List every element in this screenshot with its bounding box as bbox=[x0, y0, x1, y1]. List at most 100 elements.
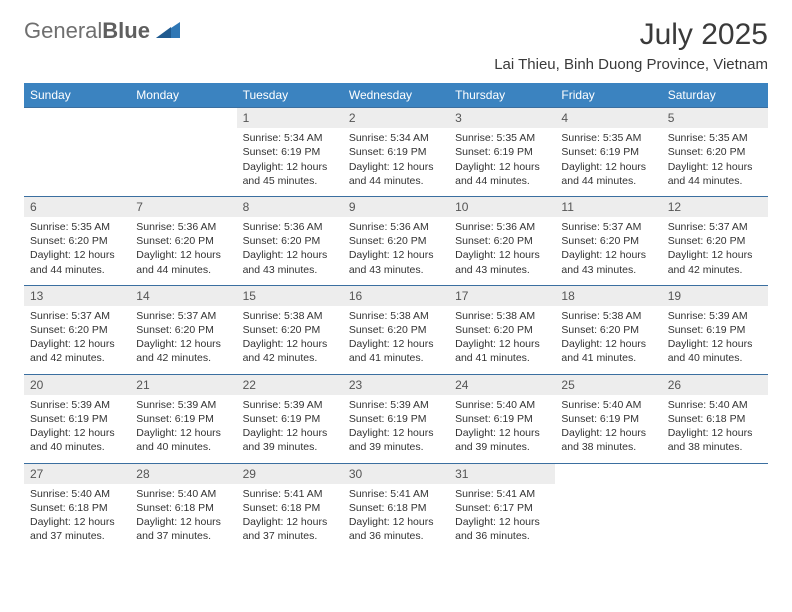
calendar-day-cell: 12Sunrise: 5:37 AMSunset: 6:20 PMDayligh… bbox=[662, 196, 768, 285]
daylight-line: Daylight: 12 hours and 44 minutes. bbox=[455, 160, 549, 188]
calendar-week-row: 13Sunrise: 5:37 AMSunset: 6:20 PMDayligh… bbox=[24, 285, 768, 374]
brand-triangle-icon bbox=[156, 20, 180, 43]
sunrise-line: Sunrise: 5:41 AM bbox=[455, 487, 549, 501]
sunrise-line: Sunrise: 5:39 AM bbox=[349, 398, 443, 412]
day-body: Sunrise: 5:37 AMSunset: 6:20 PMDaylight:… bbox=[555, 217, 661, 285]
sunrise-line: Sunrise: 5:40 AM bbox=[455, 398, 549, 412]
brand-logo: GeneralBlue bbox=[24, 18, 180, 44]
day-number: 3 bbox=[449, 108, 555, 128]
day-number: 4 bbox=[555, 108, 661, 128]
day-body: Sunrise: 5:36 AMSunset: 6:20 PMDaylight:… bbox=[343, 217, 449, 285]
daylight-line: Daylight: 12 hours and 38 minutes. bbox=[561, 426, 655, 454]
sunset-line: Sunset: 6:18 PM bbox=[349, 501, 443, 515]
daylight-line: Daylight: 12 hours and 40 minutes. bbox=[136, 426, 230, 454]
daylight-line: Daylight: 12 hours and 42 minutes. bbox=[668, 248, 762, 276]
daylight-line: Daylight: 12 hours and 43 minutes. bbox=[561, 248, 655, 276]
day-number: 18 bbox=[555, 286, 661, 306]
sunrise-line: Sunrise: 5:38 AM bbox=[455, 309, 549, 323]
sunrise-line: Sunrise: 5:36 AM bbox=[349, 220, 443, 234]
day-body: Sunrise: 5:35 AMSunset: 6:20 PMDaylight:… bbox=[662, 128, 768, 196]
day-number: 1 bbox=[237, 108, 343, 128]
day-body: Sunrise: 5:36 AMSunset: 6:20 PMDaylight:… bbox=[130, 217, 236, 285]
sunset-line: Sunset: 6:19 PM bbox=[455, 145, 549, 159]
sunset-line: Sunset: 6:20 PM bbox=[243, 234, 337, 248]
sunrise-line: Sunrise: 5:40 AM bbox=[136, 487, 230, 501]
daylight-line: Daylight: 12 hours and 44 minutes. bbox=[668, 160, 762, 188]
day-number: 21 bbox=[130, 375, 236, 395]
sunrise-line: Sunrise: 5:35 AM bbox=[668, 131, 762, 145]
calendar-day-cell: 30Sunrise: 5:41 AMSunset: 6:18 PMDayligh… bbox=[343, 463, 449, 551]
calendar-day-cell: 22Sunrise: 5:39 AMSunset: 6:19 PMDayligh… bbox=[237, 374, 343, 463]
day-body: Sunrise: 5:36 AMSunset: 6:20 PMDaylight:… bbox=[449, 217, 555, 285]
calendar-week-row: 27Sunrise: 5:40 AMSunset: 6:18 PMDayligh… bbox=[24, 463, 768, 551]
calendar-body: 1Sunrise: 5:34 AMSunset: 6:19 PMDaylight… bbox=[24, 108, 768, 552]
calendar-table: SundayMondayTuesdayWednesdayThursdayFrid… bbox=[24, 83, 768, 551]
calendar-day-cell: 19Sunrise: 5:39 AMSunset: 6:19 PMDayligh… bbox=[662, 285, 768, 374]
sunset-line: Sunset: 6:20 PM bbox=[136, 323, 230, 337]
calendar-week-row: 1Sunrise: 5:34 AMSunset: 6:19 PMDaylight… bbox=[24, 108, 768, 197]
day-number: 5 bbox=[662, 108, 768, 128]
calendar-week-row: 20Sunrise: 5:39 AMSunset: 6:19 PMDayligh… bbox=[24, 374, 768, 463]
calendar-day-cell: 11Sunrise: 5:37 AMSunset: 6:20 PMDayligh… bbox=[555, 196, 661, 285]
sunrise-line: Sunrise: 5:38 AM bbox=[561, 309, 655, 323]
sunset-line: Sunset: 6:20 PM bbox=[668, 234, 762, 248]
sunset-line: Sunset: 6:20 PM bbox=[668, 145, 762, 159]
day-number: 16 bbox=[343, 286, 449, 306]
sunset-line: Sunset: 6:20 PM bbox=[455, 323, 549, 337]
day-number: 13 bbox=[24, 286, 130, 306]
day-body: Sunrise: 5:39 AMSunset: 6:19 PMDaylight:… bbox=[24, 395, 130, 463]
daylight-line: Daylight: 12 hours and 37 minutes. bbox=[30, 515, 124, 543]
sunset-line: Sunset: 6:19 PM bbox=[349, 145, 443, 159]
day-body: Sunrise: 5:39 AMSunset: 6:19 PMDaylight:… bbox=[662, 306, 768, 374]
sunset-line: Sunset: 6:20 PM bbox=[349, 323, 443, 337]
day-number: 8 bbox=[237, 197, 343, 217]
daylight-line: Daylight: 12 hours and 39 minutes. bbox=[349, 426, 443, 454]
day-number: 31 bbox=[449, 464, 555, 484]
sunset-line: Sunset: 6:19 PM bbox=[136, 412, 230, 426]
sunrise-line: Sunrise: 5:41 AM bbox=[349, 487, 443, 501]
day-body: Sunrise: 5:36 AMSunset: 6:20 PMDaylight:… bbox=[237, 217, 343, 285]
sunrise-line: Sunrise: 5:35 AM bbox=[455, 131, 549, 145]
day-number: 14 bbox=[130, 286, 236, 306]
calendar-day-cell bbox=[662, 463, 768, 551]
day-body: Sunrise: 5:38 AMSunset: 6:20 PMDaylight:… bbox=[343, 306, 449, 374]
day-body: Sunrise: 5:34 AMSunset: 6:19 PMDaylight:… bbox=[237, 128, 343, 196]
daylight-line: Daylight: 12 hours and 36 minutes. bbox=[455, 515, 549, 543]
location-label: Lai Thieu, Binh Duong Province, Vietnam bbox=[494, 56, 768, 73]
calendar-day-cell bbox=[555, 463, 661, 551]
sunrise-line: Sunrise: 5:35 AM bbox=[30, 220, 124, 234]
day-body: Sunrise: 5:37 AMSunset: 6:20 PMDaylight:… bbox=[130, 306, 236, 374]
day-number: 11 bbox=[555, 197, 661, 217]
sunset-line: Sunset: 6:19 PM bbox=[561, 412, 655, 426]
sunrise-line: Sunrise: 5:36 AM bbox=[136, 220, 230, 234]
day-body: Sunrise: 5:34 AMSunset: 6:19 PMDaylight:… bbox=[343, 128, 449, 196]
day-number: 2 bbox=[343, 108, 449, 128]
daylight-line: Daylight: 12 hours and 39 minutes. bbox=[243, 426, 337, 454]
weekday-header: Thursday bbox=[449, 83, 555, 108]
day-body: Sunrise: 5:40 AMSunset: 6:18 PMDaylight:… bbox=[130, 484, 236, 552]
day-number: 30 bbox=[343, 464, 449, 484]
sunrise-line: Sunrise: 5:39 AM bbox=[243, 398, 337, 412]
calendar-day-cell: 16Sunrise: 5:38 AMSunset: 6:20 PMDayligh… bbox=[343, 285, 449, 374]
calendar-day-cell: 23Sunrise: 5:39 AMSunset: 6:19 PMDayligh… bbox=[343, 374, 449, 463]
day-body: Sunrise: 5:41 AMSunset: 6:18 PMDaylight:… bbox=[343, 484, 449, 552]
weekday-header: Wednesday bbox=[343, 83, 449, 108]
sunset-line: Sunset: 6:20 PM bbox=[561, 234, 655, 248]
calendar-day-cell: 3 Sunrise: 5:35 AMSunset: 6:19 PMDaylight… bbox=[449, 108, 555, 197]
calendar-week-row: 6Sunrise: 5:35 AMSunset: 6:20 PMDaylight… bbox=[24, 196, 768, 285]
brand-name: GeneralBlue bbox=[24, 18, 150, 44]
sunrise-line: Sunrise: 5:38 AM bbox=[243, 309, 337, 323]
calendar-day-cell: 24Sunrise: 5:40 AMSunset: 6:19 PMDayligh… bbox=[449, 374, 555, 463]
sunset-line: Sunset: 6:17 PM bbox=[455, 501, 549, 515]
sunrise-line: Sunrise: 5:40 AM bbox=[30, 487, 124, 501]
sunrise-line: Sunrise: 5:40 AM bbox=[561, 398, 655, 412]
day-body: Sunrise: 5:38 AMSunset: 6:20 PMDaylight:… bbox=[555, 306, 661, 374]
sunset-line: Sunset: 6:19 PM bbox=[668, 323, 762, 337]
day-body: Sunrise: 5:40 AMSunset: 6:18 PMDaylight:… bbox=[662, 395, 768, 463]
day-body: Sunrise: 5:35 AMSunset: 6:19 PMDaylight:… bbox=[555, 128, 661, 196]
sunset-line: Sunset: 6:20 PM bbox=[30, 323, 124, 337]
day-number: 27 bbox=[24, 464, 130, 484]
day-body: Sunrise: 5:38 AMSunset: 6:20 PMDaylight:… bbox=[237, 306, 343, 374]
daylight-line: Daylight: 12 hours and 41 minutes. bbox=[349, 337, 443, 365]
daylight-line: Daylight: 12 hours and 38 minutes. bbox=[668, 426, 762, 454]
